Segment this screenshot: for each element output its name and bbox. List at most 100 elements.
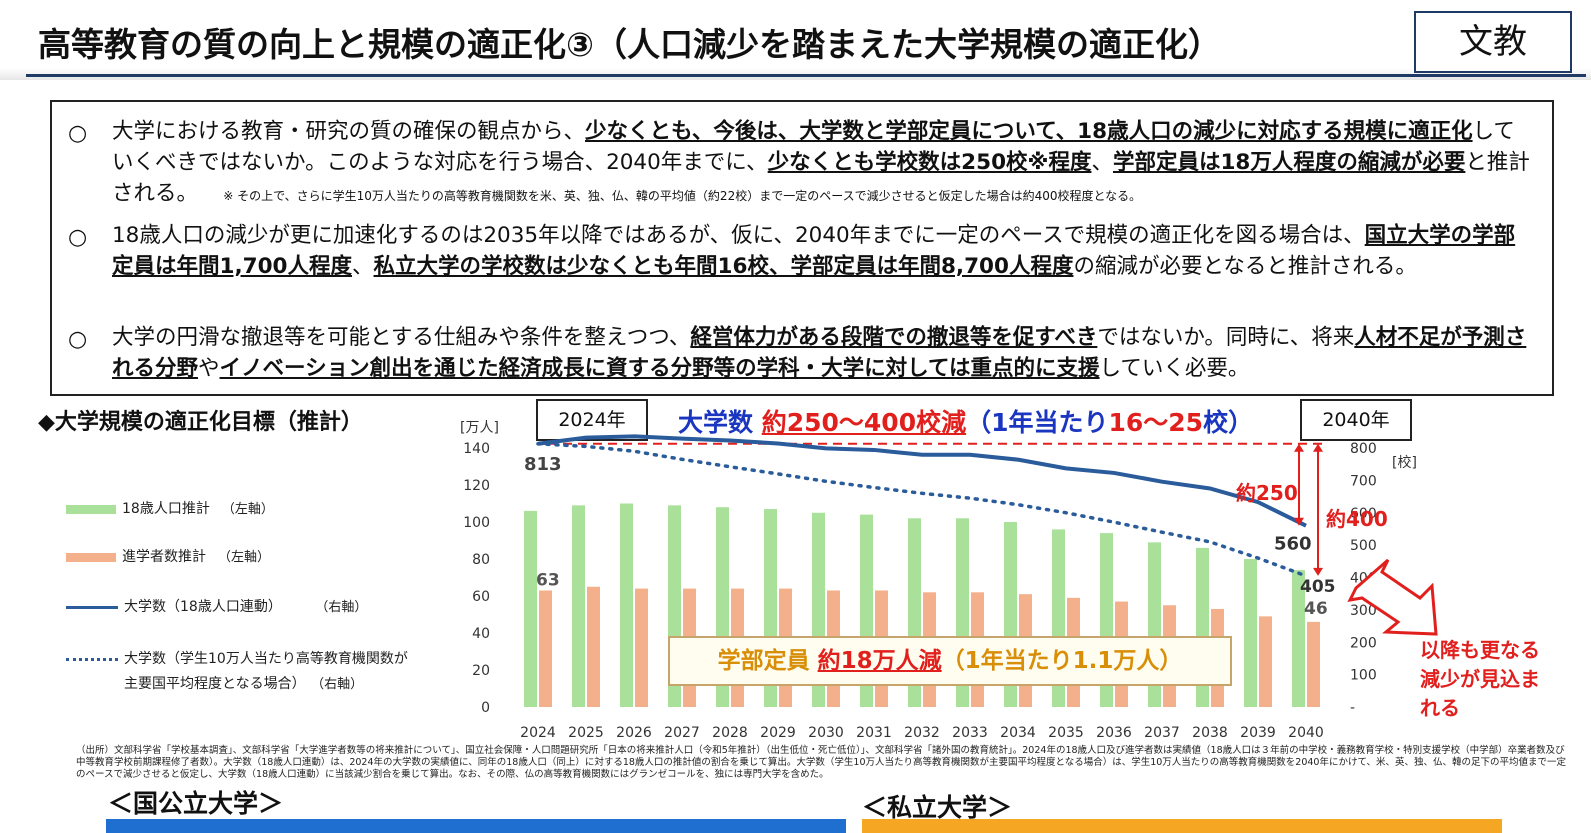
y2-tick-label: 500 (1350, 538, 1377, 554)
data-label: 63 (536, 570, 560, 590)
summary-paragraph-2: 18歳人口の減少が更に加速化するのは2035年以降ではあるが、仮に、2040年ま… (112, 220, 1532, 282)
x-tick-label: 2036 (1096, 725, 1132, 741)
emphasis-text: イノベーション創出を通じた経済成長に資する分野等の学科・大学に対しては重点的に支… (219, 356, 1100, 381)
legend-label: 大学数（18歳人口連動） (124, 599, 282, 615)
legend-label: 大学数（学生10万人当たり高等教育機関数が (124, 651, 408, 667)
bar-enrollment (587, 586, 600, 707)
bar-enrollment (1307, 621, 1320, 707)
year-start-box: 2024年 (536, 399, 648, 441)
source-note: （出所）文部科学省「学校基本調査」、文部科学省「大学進学者数等の将来推計について… (76, 745, 1567, 780)
arrow-400-head (1313, 443, 1323, 452)
y-axis-label: [万人] (460, 420, 499, 436)
footnote: ※ その上で、さらに学生10万人当たりの高等教育機関数を米、英、独、仏、韓の平均… (187, 189, 1142, 203)
x-tick-label: 2026 (616, 725, 652, 741)
x-tick-label: 2029 (760, 725, 796, 741)
y-tick-label: 100 (463, 515, 490, 531)
y-tick-label: 140 (463, 441, 490, 457)
legend-axis: （右軸） (321, 600, 368, 615)
x-tick-label: 2040 (1288, 725, 1324, 741)
data-label: 405 (1300, 577, 1336, 597)
legend-label: 主要国平均程度となる場合） (124, 676, 306, 692)
y2-tick-label: 800 (1350, 441, 1377, 457)
emphasis-text: 少なくとも学校数は250校※程度 (767, 150, 1092, 175)
headline-part: 約250～400校減 (761, 408, 967, 437)
bar-enrollment (539, 590, 552, 707)
paragraph-text: していくべきではないか。このような対応を行う場合、2040年までに、 (112, 119, 1515, 175)
line-university-count-intl (536, 442, 1308, 578)
legend-item: 18歳人口推計 （左軸） (66, 498, 274, 518)
x-tick-label: 2025 (568, 725, 604, 741)
emphasis-text: 国立大学の学部定員は年間1,700人程度 (112, 223, 1516, 279)
y-tick-label: 0 (481, 700, 490, 716)
legend-item: 主要国平均程度となる場合） （右軸） (124, 673, 363, 693)
x-tick-label: 2035 (1048, 725, 1084, 741)
x-tick-label: 2027 (664, 725, 700, 741)
capacity-callout: 学部定員 約18万人減（1年当たり1.1万人） (668, 636, 1232, 686)
data-label: 46 (1304, 599, 1328, 619)
bar-18yo-population (524, 510, 537, 707)
summary-paragraph-3: 大学の円滑な撤退等を可能とする仕組みや条件を整えつつ、経営体力がある段階での撤退… (112, 322, 1532, 384)
annotation-250: 約250 (1236, 481, 1298, 505)
annotation-400: 約400 (1326, 507, 1388, 531)
paragraph-text: 大学の円滑な撤退等を可能とする仕組みや条件を整えつつ、 (112, 325, 691, 350)
x-tick-label: 2038 (1192, 725, 1228, 741)
y2-axis-label: [校] (1392, 454, 1417, 471)
y2-tick-label: 100 (1350, 668, 1377, 684)
legend-axis: （左軸） (221, 502, 274, 517)
paragraph-text: 、 (352, 254, 374, 279)
x-tick-label: 2028 (712, 725, 748, 741)
bullet-mark: ○ (68, 327, 88, 352)
y-tick-label: 120 (463, 478, 490, 494)
paragraph-text: 18歳人口の減少が更に加速化するのは2035年以降ではあるが、仮に、2040年ま… (112, 223, 1365, 248)
y2-tick-label: 700 (1350, 473, 1377, 489)
x-tick-label: 2030 (808, 725, 844, 741)
headline-part: （1年当たり (966, 408, 1109, 437)
ministry-tag: 文教 (1414, 11, 1572, 73)
paragraph-text: していく必要。 (1099, 356, 1250, 381)
arrow-250-head (1294, 517, 1304, 526)
national-band (106, 819, 846, 833)
legend-swatch (66, 605, 118, 609)
headline-part: 大学数 (678, 408, 762, 437)
paragraph-text: と推計される。 (112, 150, 1530, 206)
title-bar: 高等教育の質の向上と規模の適正化③（人口減少を踏まえた大学規模の適正化） 文教 (0, 0, 1591, 80)
summary-box: ○ 大学における教育・研究の質の確保の観点から、少なくとも、今後は、大学数と学部… (50, 100, 1554, 396)
y2-tick-label: 600 (1350, 506, 1377, 522)
headline-part: 校） (1203, 408, 1254, 437)
bar-enrollment (635, 588, 648, 707)
x-tick-label: 2039 (1240, 725, 1276, 741)
title-underline (26, 74, 1586, 77)
callout-part: （1年当たり1.1万人） (941, 648, 1183, 674)
year-end-box: 2040年 (1300, 399, 1412, 441)
national-section-label: ＜国公立大学＞ (108, 789, 284, 818)
legend-swatch (66, 504, 116, 514)
future-note-line: れる (1420, 696, 1460, 720)
bar-18yo-population (572, 505, 585, 707)
bar-18yo-population (1244, 559, 1257, 707)
x-tick-label: 2032 (904, 725, 940, 741)
legend-item: 進学者数推計 （左軸） (66, 546, 270, 566)
legend-axis: （右軸） (317, 677, 364, 692)
bullet-mark: ○ (68, 121, 88, 146)
data-label: 813 (524, 454, 562, 475)
summary-paragraph-1: 大学における教育・研究の質の確保の観点から、少なくとも、今後は、大学数と学部定員… (112, 116, 1532, 212)
legend-swatch (66, 657, 118, 661)
data-label: 560 (1274, 534, 1312, 555)
emphasis-text: 学部定員は18万人程度の縮減が必要 (1112, 150, 1466, 175)
bar-enrollment (1259, 616, 1272, 707)
callout-part: 約18万人減 (817, 648, 942, 674)
legend-label: 進学者数推計 (122, 549, 206, 565)
callout-part: 学部定員 (717, 648, 818, 674)
bullet-mark: ○ (68, 225, 88, 250)
legend-item: 大学数（18歳人口連動） （右軸） (66, 596, 367, 616)
emphasis-text: 人材不足が予測される分野 (112, 325, 1527, 381)
y-tick-label: 60 (472, 589, 490, 605)
future-note-line: 減少が見込ま (1420, 667, 1540, 691)
paragraph-text: の縮減が必要となると推計される。 (1073, 254, 1417, 279)
x-tick-label: 2037 (1144, 725, 1180, 741)
paragraph-text: ではないか。同時に、将来 (1097, 325, 1355, 350)
x-tick-label: 2031 (856, 725, 892, 741)
legend-swatch (66, 552, 116, 562)
legend-item: 大学数（学生10万人当たり高等教育機関数が (66, 648, 408, 668)
